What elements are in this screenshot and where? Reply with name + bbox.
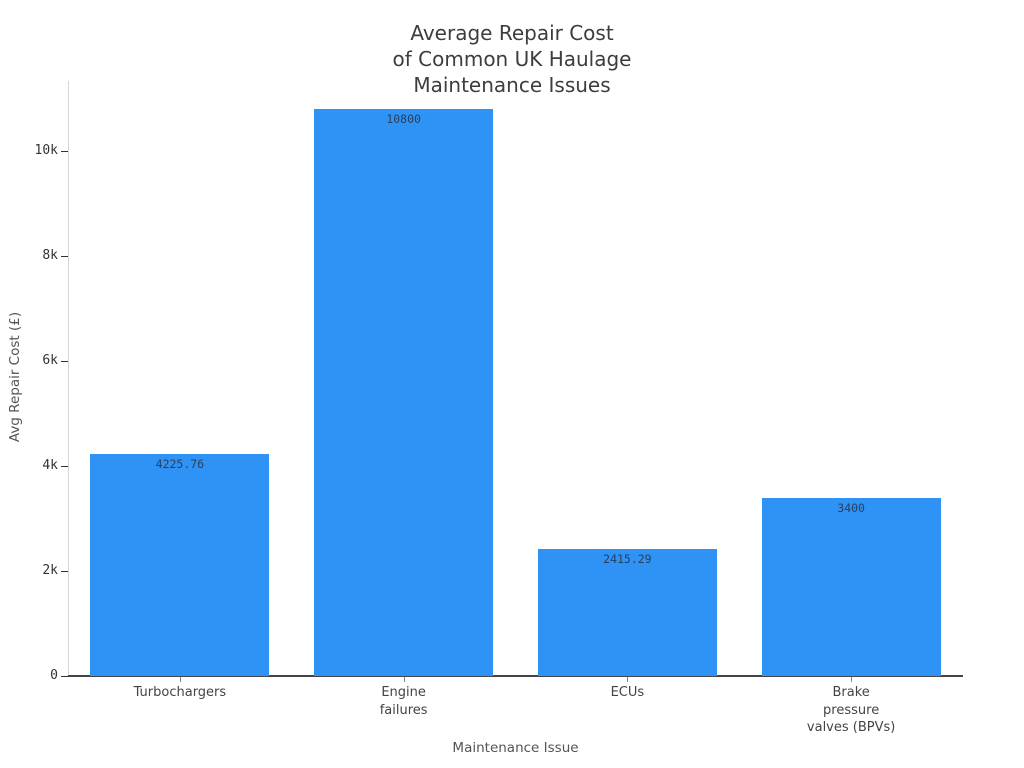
x-axis-baseline bbox=[68, 675, 963, 677]
y-tick-mark bbox=[61, 571, 68, 573]
plot-area: 4225.76 10800 2415.29 3400 bbox=[68, 75, 963, 677]
x-axis-title: Maintenance Issue bbox=[452, 740, 579, 756]
bar-value-label: 10800 bbox=[386, 112, 421, 127]
x-tick-mark bbox=[403, 677, 405, 682]
y-tick-label: 8k bbox=[42, 248, 58, 264]
y-axis-title: Avg Repair Cost (£) bbox=[7, 311, 23, 443]
chart-title: Average Repair Cost of Common UK Haulage… bbox=[392, 21, 632, 97]
bar[interactable]: 2415.29 bbox=[537, 549, 717, 676]
y-tick-mark bbox=[61, 466, 68, 468]
x-tick-mark bbox=[627, 677, 629, 682]
y-tick-label: 10k bbox=[34, 143, 58, 159]
x-category-label: Brake pressure valves (BPVs) bbox=[806, 685, 896, 735]
x-category-label: Turbochargers bbox=[133, 685, 227, 700]
x-tick-mark bbox=[179, 677, 181, 682]
y-tick-label: 2k bbox=[42, 563, 58, 579]
bar[interactable]: 4225.76 bbox=[90, 454, 270, 676]
x-tick-mark bbox=[851, 677, 853, 682]
y-axis-line bbox=[68, 81, 69, 676]
y-tick-mark bbox=[61, 151, 68, 153]
x-category-label: ECUs bbox=[610, 685, 645, 700]
bar-value-label: 2415.29 bbox=[603, 552, 652, 567]
bar-value-label: 4225.76 bbox=[155, 457, 205, 472]
y-tick-mark bbox=[61, 256, 68, 258]
y-tick-label: 0 bbox=[50, 668, 58, 683]
y-tick-mark bbox=[61, 676, 68, 677]
bar[interactable]: 3400 bbox=[761, 497, 941, 676]
bar-value-label: 3400 bbox=[837, 500, 865, 515]
bar[interactable]: 10800 bbox=[314, 109, 494, 676]
y-tick-label: 6k bbox=[42, 353, 58, 369]
x-category-label: Engine failures bbox=[379, 685, 428, 718]
y-tick-label: 4k bbox=[42, 458, 58, 474]
y-tick-mark bbox=[61, 361, 68, 363]
